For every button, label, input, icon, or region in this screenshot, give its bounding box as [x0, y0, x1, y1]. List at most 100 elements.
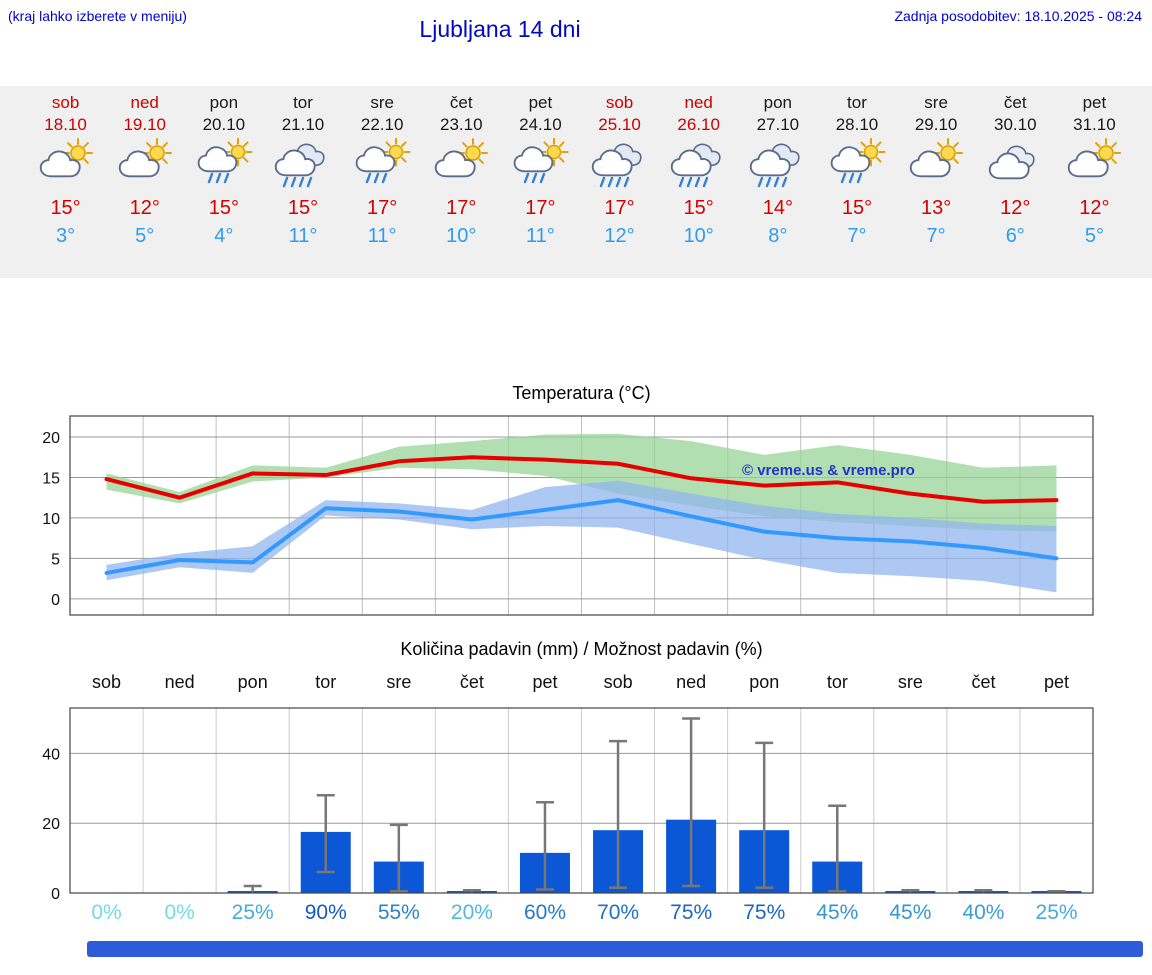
day-date: 31.10 [1073, 115, 1116, 134]
precip-probability: 25% [1035, 901, 1078, 924]
partly-weather-icon [1055, 136, 1134, 194]
rain-weather-icon [263, 136, 342, 194]
low-temp: 12° [604, 225, 635, 247]
svg-text:5: 5 [51, 551, 60, 568]
precip-probability: 45% [816, 901, 859, 924]
low-temp: 10° [683, 225, 714, 247]
partly-rain-weather-icon [184, 136, 263, 194]
day-forecast-18.10: sob 18.10 15° 3° [26, 88, 105, 250]
high-temp: 12° [1079, 197, 1110, 219]
day-forecast-29.10: sre 29.10 13° 7° [897, 88, 976, 250]
precip-probability: 25% [231, 901, 274, 924]
low-temp: 7° [847, 225, 867, 247]
day-name: sre [924, 93, 948, 112]
day-name: čet [449, 93, 473, 112]
day-name: pet [1082, 93, 1107, 112]
day-name: ned [130, 93, 159, 112]
day-name: sob [51, 93, 80, 112]
precip-probability: 75% [670, 901, 713, 924]
partly-rain-weather-icon [817, 136, 896, 194]
precip-probability: 60% [523, 901, 567, 924]
precip-day-label: ned [164, 672, 195, 692]
precip-probability: 75% [743, 901, 786, 924]
precip-day-label: čet [971, 672, 996, 692]
day-forecast-27.10: pon 27.10 14° 8° [738, 88, 817, 250]
high-temp: 15° [208, 197, 239, 219]
high-temp: 17° [446, 197, 477, 219]
svg-text:20: 20 [42, 816, 60, 833]
day-forecast-23.10: čet 23.10 17° 10° [422, 88, 501, 250]
forecast-strip: sob 18.10 15° 3° ned 19.10 12° 5° pon 20.10 15° 4° t… [26, 88, 1134, 250]
day-forecast-20.10: pon 20.10 15° 4° [184, 88, 263, 250]
day-name: pon [763, 93, 793, 112]
precip-probability: 0% [164, 901, 195, 924]
partly-weather-icon [26, 136, 105, 194]
day-forecast-28.10: tor 28.10 15° 7° [817, 88, 896, 250]
partly-weather-icon [105, 136, 184, 194]
day-date: 30.10 [993, 115, 1037, 134]
precip-probability: 20% [450, 901, 493, 924]
precip-probability: 90% [304, 901, 347, 924]
day-date: 23.10 [440, 115, 483, 134]
day-date: 21.10 [281, 115, 325, 134]
precip-probability: 45% [889, 901, 932, 924]
precip-day-label: pon [749, 672, 780, 692]
precip-probability: 0% [91, 901, 122, 924]
precipitation-day-labels: sob ned pon tor sre čet pet sob ned pon tor sre čet p… [70, 672, 1093, 693]
precip-probability: 40% [962, 901, 1005, 924]
day-name: tor [847, 93, 867, 112]
precip-day-label: sob [92, 672, 122, 692]
svg-text:10: 10 [42, 511, 60, 528]
day-forecast-30.10: čet 30.10 12° 6° [976, 88, 1055, 250]
low-temp: 11° [526, 225, 555, 247]
day-date: 19.10 [123, 115, 166, 134]
day-forecast-26.10: ned 26.10 15° 10° [659, 88, 738, 250]
day-date: 25.10 [598, 115, 641, 134]
day-date: 27.10 [756, 115, 800, 134]
cloudy-weather-icon [976, 136, 1055, 194]
low-temp: 11° [288, 225, 318, 247]
partly-rain-weather-icon [343, 136, 422, 194]
high-temp: 17° [367, 197, 398, 219]
precipitation-chart-title: Količina padavin (mm) / Možnost padavin … [400, 639, 763, 659]
day-name: pon [209, 93, 239, 112]
watermark: © vreme.us & vreme.pro [742, 462, 915, 479]
partly-rain-weather-icon [501, 136, 580, 194]
low-temp: 5° [1084, 225, 1104, 247]
day-forecast-19.10: ned 19.10 12° 5° [105, 88, 184, 250]
precip-probability: 70% [597, 901, 640, 924]
partly-weather-icon [422, 136, 501, 194]
day-date: 20.10 [202, 115, 246, 134]
day-name: čet [1003, 93, 1027, 112]
menu-hint: (kraj lahko izberete v meniju) [8, 8, 187, 24]
day-date: 22.10 [360, 115, 404, 134]
day-forecast-24.10: pet 24.10 17° 11° [501, 88, 580, 250]
svg-text:15: 15 [42, 470, 60, 487]
low-temp: 3° [56, 225, 76, 247]
temperature-chart: 0 5 10 15 20 [42, 415, 1094, 616]
precip-probability: 55% [377, 901, 420, 924]
low-temp: 11° [367, 225, 397, 247]
day-date: 26.10 [677, 115, 720, 134]
page-title: Ljubljana 14 dni [419, 16, 581, 42]
precip-day-label: pet [532, 672, 558, 692]
low-temp: 5° [135, 225, 155, 247]
low-temp: 4° [214, 225, 234, 247]
svg-text:40: 40 [42, 746, 60, 763]
high-temp: 12° [1000, 197, 1031, 219]
precipitation-probabilities: 0% 0% 25% 90% 55% 20% 60% 70% 75% 75% 45% 45% 40% 25% [70, 901, 1093, 925]
precip-day-label: sre [386, 672, 412, 692]
svg-text:20: 20 [42, 430, 60, 447]
high-temp: 15° [683, 197, 714, 219]
partly-weather-icon [897, 136, 976, 194]
high-temp: 15° [287, 197, 319, 219]
high-temp: 12° [129, 197, 160, 219]
day-forecast-22.10: sre 22.10 17° 11° [343, 88, 422, 250]
day-name: sre [370, 93, 394, 112]
day-forecast-31.10: pet 31.10 12° 5° [1055, 88, 1134, 250]
low-temp: 6° [1005, 225, 1025, 247]
low-temp: 8° [768, 225, 788, 247]
footer-bar [87, 941, 1143, 957]
rain-weather-icon [659, 136, 738, 194]
precip-day-label: pon [237, 672, 268, 692]
